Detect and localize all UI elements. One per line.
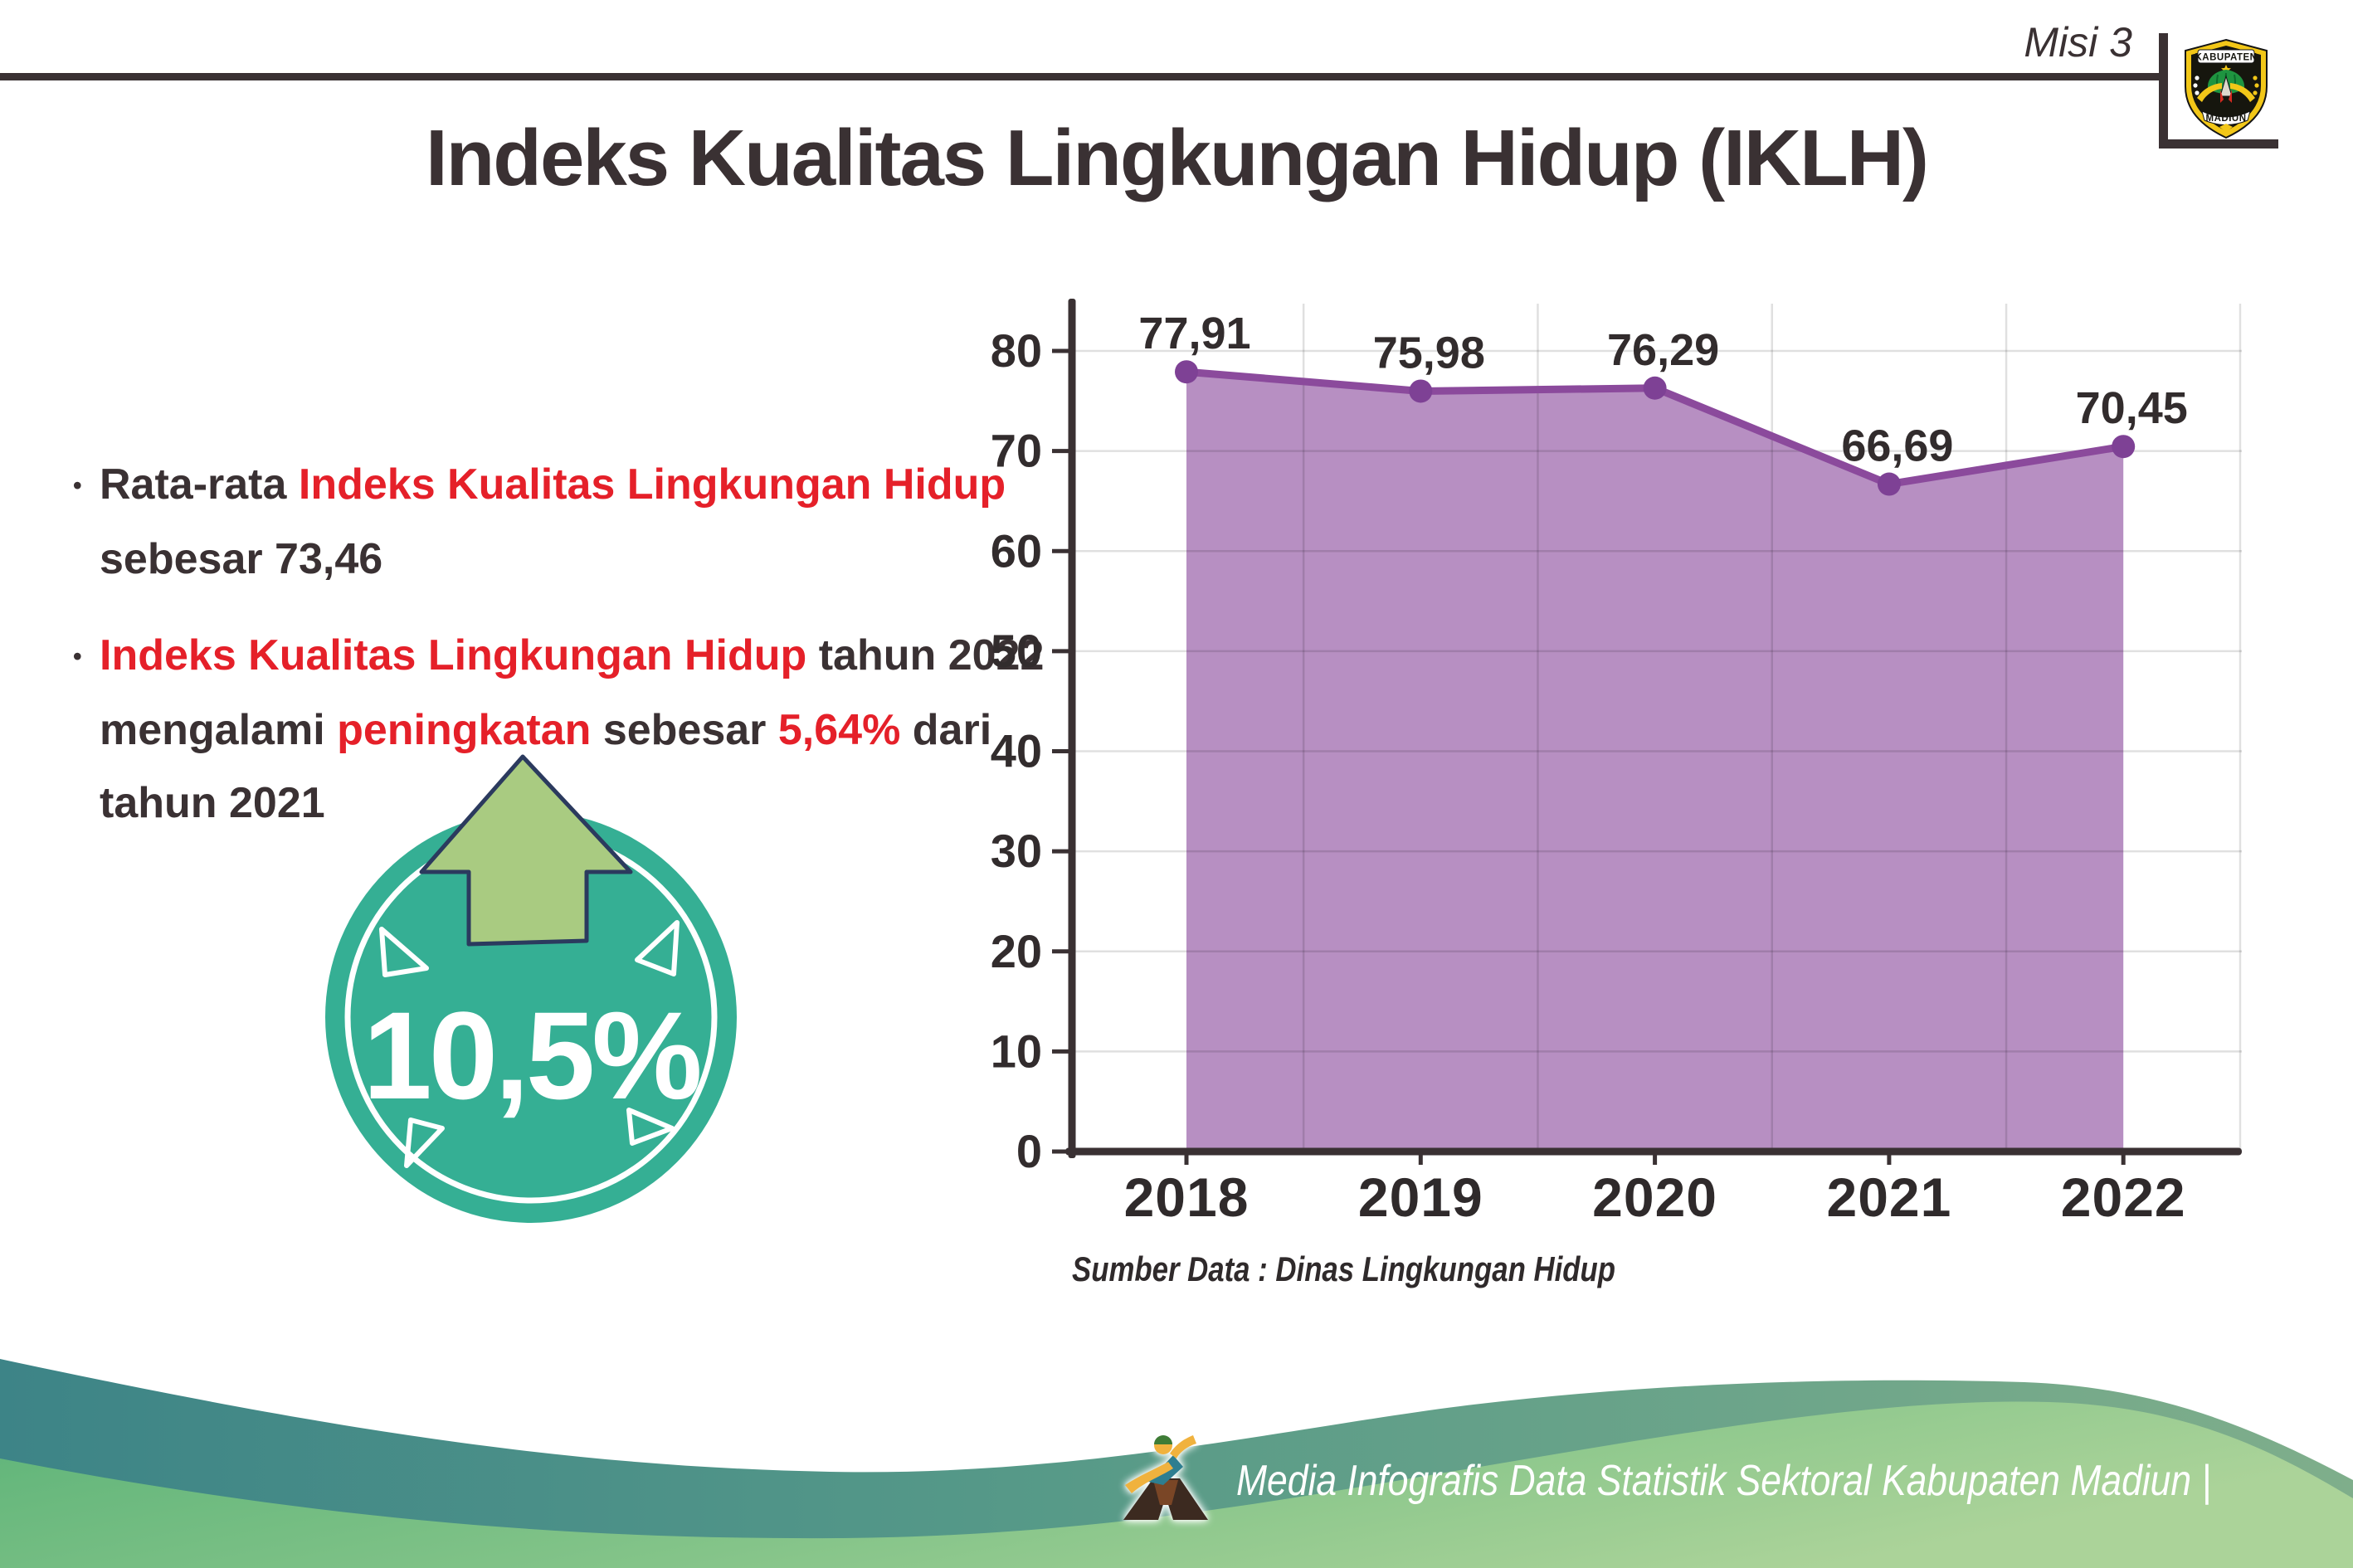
y-axis-tick [1052,749,1072,753]
text-line: • Indeks Kualitas Lingkungan Hidup tahun … [73,619,1044,694]
data-point [1877,472,1901,496]
y-axis-tick [1052,1049,1072,1054]
y-axis-label: 60 [991,524,1042,577]
y-axis-tick [1052,548,1072,553]
data-point-label: 76,29 [1607,325,1719,375]
mission-label: Misi 3 [2024,19,2132,66]
x-axis-tick [2121,1152,2126,1165]
badge-spark-top-right [635,920,680,976]
y-axis-label: 20 [991,925,1042,977]
text-segment: Rata-rata [100,460,299,509]
badge-spark-bottom-left [404,1118,445,1168]
data-point [1409,379,1433,403]
logo-frame-vertical [2159,33,2168,148]
text-segment: tahun 2021 [100,779,325,827]
bullet-paragraph-average: • Rata-rata Indeks Kualitas Lingkungan Hi… [73,448,1027,596]
y-axis-tick [1052,949,1072,954]
crest-bottom-banner [2201,110,2251,125]
mascot-icon [1123,1435,1208,1520]
crest-ribbon-right [2229,90,2232,103]
y-axis-label: 70 [991,425,1042,477]
crest-bow [2219,124,2233,132]
bullet-dot: • [73,472,82,499]
header-rule [0,73,2161,80]
bullet-paragraph-increase: • Indeks Kualitas Lingkungan Hidup tahun … [73,619,1044,840]
text-segment: 5,64% [777,706,901,754]
crest-cotton-2 [2193,83,2198,88]
y-axis-tick [1052,849,1072,854]
area-fill [1186,372,2124,1152]
x-axis-tick [1653,1152,1658,1165]
text-segment: Indeks Kualitas Lingkungan Hidup [100,631,807,679]
crest-cotton-3 [2195,90,2200,95]
crest-gunungan [2219,75,2233,97]
badge-value: 10,5% [363,986,699,1125]
crest-rice-2 [2254,83,2259,88]
badge-spark-bottom-right [626,1108,675,1146]
badge-circle [325,811,737,1223]
increase-badge: 10,5% [325,754,737,1223]
y-axis-label: 40 [991,725,1042,777]
x-axis-label: 2022 [2061,1166,2186,1228]
text-segment: mengalami [100,706,338,754]
y-axis-label: 10 [991,1025,1042,1077]
x-axis-label: 2020 [1592,1166,1717,1228]
iklh-area-chart: 0 10 20 30 40 50 60 70 80 2018 2019 2020 2021 2022 77,… [991,299,2242,1288]
text-line: mengalami peningkatan sebesar 5,64% dari [100,694,1027,767]
text-line: sebesar 73,46 [100,523,1027,596]
data-point-label: 66,69 [1841,421,1953,471]
footer-wave-front [0,1401,2353,1568]
y-axis-label: 30 [991,825,1042,877]
x-axis-label: 2019 [1358,1166,1483,1228]
data-point [2112,435,2136,459]
y-axis-label: 50 [991,625,1042,677]
text-line: • Rata-rata Indeks Kualitas Lingkungan Hi… [73,448,1027,523]
summary-text: • Rata-rata Indeks Kualitas Lingkungan Hi… [73,448,1044,840]
y-axis-label: 0 [1016,1125,1042,1177]
kabupaten-madiun-crest-icon: KABUPATEN MADIUN [2185,38,2268,139]
y-axis-tick [1052,649,1072,654]
x-axis-label: 2018 [1124,1166,1250,1228]
y-axis-tick [1052,1149,1072,1154]
text-line: tahun 2021 [100,767,1027,840]
text-segment: sebesar [591,706,778,754]
text-segment: Indeks Kualitas Lingkungan Hidup [298,460,1006,509]
crest-wing-right [2230,83,2255,102]
footer-banner: Media Infografis Data Statistik Sektoral… [0,1359,2353,1568]
y-axis-label: 80 [991,324,1042,377]
badge-spark-top-left [379,927,429,977]
y-axis-tick [1052,348,1072,353]
x-axis-tick [1184,1152,1189,1165]
x-axis-tick [1418,1152,1423,1165]
data-point-label: 77,91 [1138,309,1250,358]
crest-bottom-text: MADIUN [2206,114,2247,124]
text-segment: dari [900,706,992,754]
crest-ribbon-left [2220,90,2224,103]
crest-cotton-1 [2195,75,2200,80]
crest-rice-1 [2253,75,2258,80]
y-axis-line [1068,299,1076,1158]
text-segment: tahun 2022 [806,631,1045,679]
data-point [1175,360,1198,384]
logo-frame-horizontal [2159,139,2278,149]
text-segment: sebesar 73,46 [100,535,383,583]
crest-top-text: KABUPATEN [2195,53,2258,63]
crest-rice-3 [2253,90,2258,95]
up-arrow-icon [419,754,633,947]
x-axis-tick [1887,1152,1892,1165]
page-title: Indeks Kualitas Lingkungan Hidup (IKLH) [425,114,1929,202]
data-point-label: 75,98 [1373,328,1485,377]
chart-source-label: Sumber Data : Dinas Lingkungan Hidup [1072,1249,1615,1288]
x-axis-label: 2021 [1826,1166,1951,1228]
bullet-dot: • [73,643,82,670]
data-point [1643,376,1667,400]
crest-wing-left [2197,83,2222,102]
text-segment: peningkatan [337,706,592,754]
footer-caption: Media Infografis Data Statistik Sektoral… [1236,1457,2211,1505]
y-axis-tick [1052,449,1072,454]
crest-top-banner [2197,49,2255,64]
data-point-label: 70,45 [2076,383,2188,433]
